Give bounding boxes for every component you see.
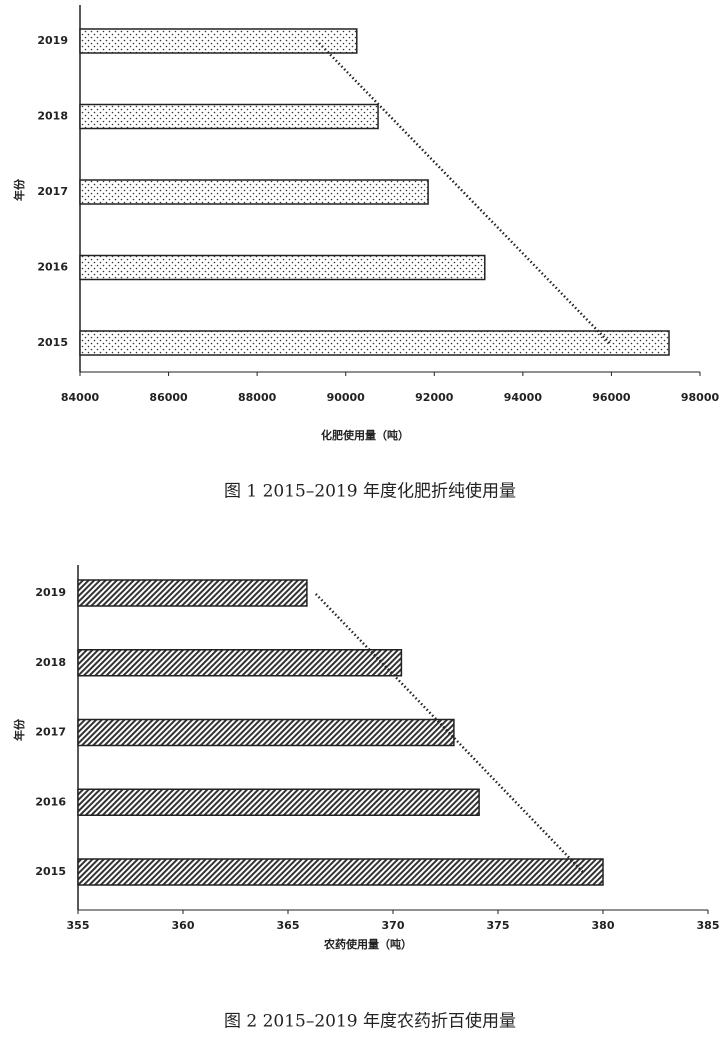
x-tick-label: 84000 [61, 391, 100, 404]
bar [79, 179, 429, 205]
x-tick-label: 94000 [504, 391, 543, 404]
bar [79, 254, 486, 281]
bar [79, 103, 379, 130]
caption: 图 1 2015–2019 年度化肥折纯使用量 [224, 481, 516, 502]
y-tick-label: 2017 [37, 185, 68, 198]
bar [79, 330, 670, 356]
x-tick-label: 360 [172, 919, 195, 932]
y-tick-label: 2017 [35, 726, 66, 739]
bar [79, 28, 358, 54]
y-axis-title: 年份 [12, 718, 26, 741]
x-axis-title: 农药使用量（吨） [323, 937, 412, 951]
y-tick-label: 2018 [35, 656, 66, 669]
bar [77, 788, 480, 816]
trendline [313, 592, 584, 873]
y-axis-title: 年份 [12, 178, 26, 201]
x-tick-label: 96000 [592, 391, 631, 404]
bar [77, 718, 455, 747]
x-tick-label: 370 [382, 919, 405, 932]
bar [77, 579, 308, 607]
caption: 图 2 2015–2019 年度农药折百使用量 [224, 1011, 516, 1032]
y-tick-label: 2016 [35, 795, 66, 808]
bar [77, 649, 403, 677]
y-tick-label: 2018 [37, 110, 68, 123]
x-tick-label: 92000 [415, 391, 454, 404]
x-tick-label: 385 [697, 919, 720, 932]
x-tick-label: 365 [277, 919, 300, 932]
x-tick-label: 86000 [149, 391, 188, 404]
x-tick-label: 98000 [681, 391, 720, 404]
x-axis-title: 化肥使用量（吨） [321, 428, 409, 442]
bar [77, 858, 604, 886]
y-tick-label: 2015 [37, 336, 68, 349]
y-tick-label: 2015 [35, 865, 66, 878]
x-tick-label: 90000 [327, 391, 366, 404]
y-tick-label: 2019 [35, 586, 66, 599]
x-tick-label: 375 [487, 919, 510, 932]
y-tick-label: 2016 [37, 261, 68, 274]
x-tick-label: 380 [592, 919, 615, 932]
x-tick-label: 355 [67, 919, 90, 932]
y-tick-label: 2019 [37, 34, 68, 47]
x-tick-label: 88000 [238, 391, 277, 404]
